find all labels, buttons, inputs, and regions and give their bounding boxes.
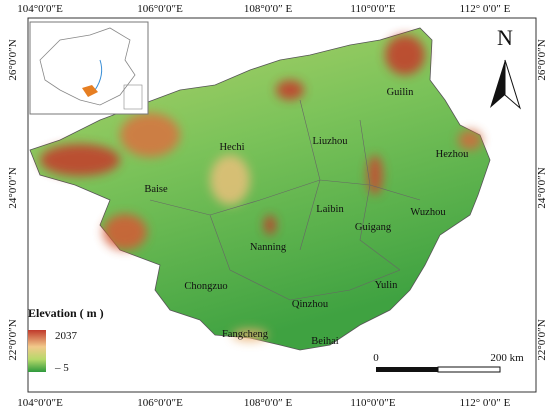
legend-title: Elevation ( m ) — [28, 306, 104, 320]
city-label: Hechi — [219, 142, 244, 153]
city-label: Laibin — [316, 204, 344, 215]
city-label: Wuzhou — [410, 207, 446, 218]
lon-label-bottom: 108°0′0″ E — [244, 397, 293, 409]
lon-label-top: 106°0′0″E — [137, 3, 183, 15]
city-label: Nanning — [250, 242, 287, 253]
lon-label-bottom: 112° 0′0″ E — [460, 397, 511, 409]
north-arrow: N — [490, 25, 522, 110]
north-label: N — [497, 25, 513, 50]
lat-label-right: 26°0′0″N — [536, 39, 548, 80]
legend: Elevation ( m ) 2037 – 5 — [28, 306, 104, 374]
lat-label-left: 22°0′0″N — [7, 319, 19, 360]
city-label: Guigang — [355, 222, 392, 233]
city-label: Guilin — [387, 87, 415, 98]
city-label: Liuzhou — [313, 136, 349, 147]
lat-label-left: 26°0′0″N — [7, 39, 19, 80]
legend-low: – 5 — [54, 362, 69, 374]
lon-label-top: 112° 0′0″ E — [460, 3, 511, 15]
legend-ramp — [28, 330, 46, 372]
lat-label-right: 22°0′0″N — [536, 319, 548, 360]
legend-high: 2037 — [55, 330, 78, 342]
lat-label-left: 24°0′0″N — [7, 167, 19, 208]
lon-label-bottom: 104°0′0″E — [17, 397, 63, 409]
city-label: Fangcheng — [222, 329, 269, 340]
scale-end: 200 km — [490, 352, 524, 364]
lon-label-top: 110°0′0″E — [350, 3, 395, 15]
scale-start: 0 — [373, 352, 379, 364]
city-label: Hezhou — [436, 149, 469, 160]
lon-label-bottom: 110°0′0″E — [350, 397, 395, 409]
city-label: Yulin — [375, 280, 399, 291]
city-label: Chongzuo — [184, 281, 227, 292]
lon-label-bottom: 106°0′0″E — [137, 397, 183, 409]
city-label: Baise — [144, 184, 168, 195]
lon-label-top: 108°0′0″ E — [244, 3, 293, 15]
scale-bar: 0 200 km — [373, 352, 524, 373]
lat-label-right: 24°0′0″N — [536, 167, 548, 208]
lon-label-top: 104°0′0″E — [17, 3, 63, 15]
inset-map — [29, 21, 149, 115]
city-label: Qinzhou — [292, 299, 329, 310]
city-label: Beihai — [311, 336, 338, 347]
